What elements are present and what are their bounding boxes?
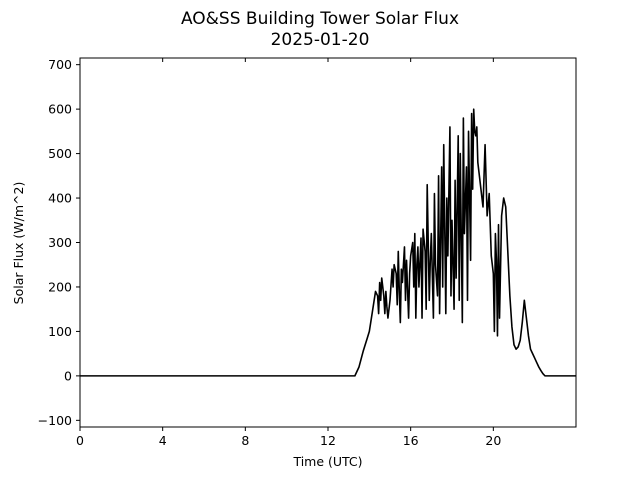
chart-subtitle: 2025-01-20 [271,30,370,50]
y-tick-label: 700 [48,57,72,72]
plot-frame [79,57,577,428]
y-tick-label: 100 [48,324,72,339]
y-tick-label: 600 [48,102,72,117]
x-axis-ticks: 0 4 8 12 16 20 [76,58,501,448]
x-tick-label: 4 [159,433,167,448]
x-tick-label: 16 [403,433,419,448]
y-axis-ticks: −100 0 100 200 300 400 500 600 700 [38,57,80,428]
chart-title: AO&SS Building Tower Solar Flux [181,9,459,29]
x-axis-label: Time (UTC) [292,454,362,469]
x-tick-label: 0 [76,433,84,448]
y-tick-label: 0 [64,368,72,383]
y-tick-label: 500 [48,146,72,161]
x-tick-label: 8 [241,433,249,448]
solar-flux-line [80,108,576,377]
x-tick-label: 12 [320,433,336,448]
y-tick-label: 300 [48,235,72,250]
y-tick-label: 200 [48,279,72,294]
y-tick-label: −100 [38,413,72,428]
y-axis-label: Solar Flux (W/m^2) [11,182,26,305]
y-tick-label: 400 [48,191,72,206]
x-tick-label: 20 [485,433,501,448]
